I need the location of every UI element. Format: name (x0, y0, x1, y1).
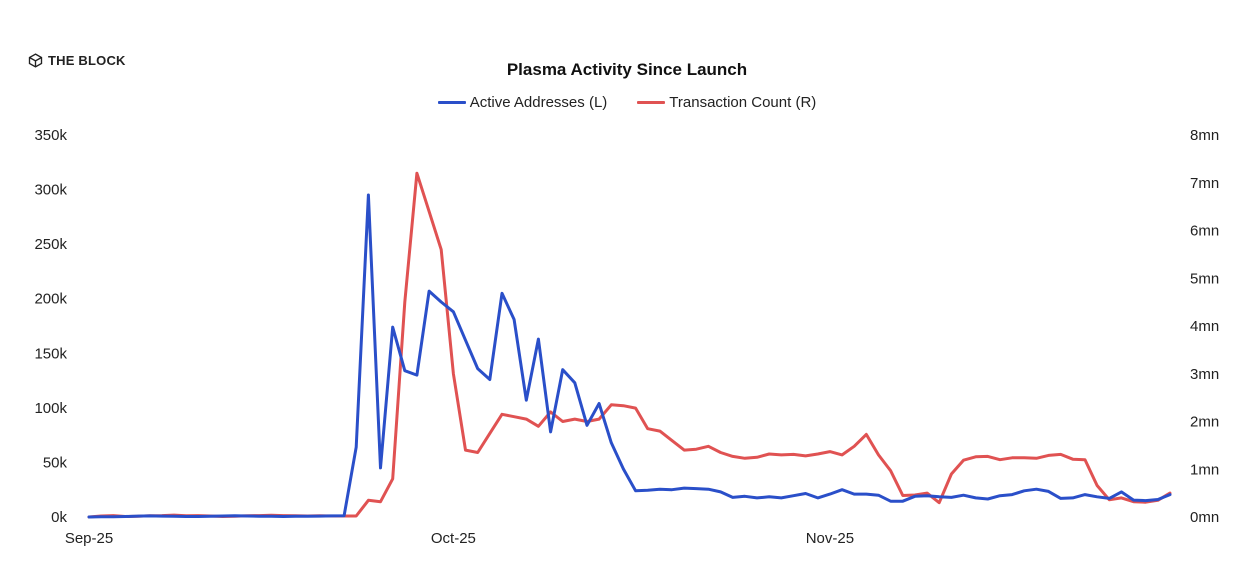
series-lines (87, 171, 1172, 519)
right-tick-label: 3mn (1190, 366, 1219, 383)
legend-swatch-active-addresses (437, 101, 466, 104)
left-tick-label: 150k (34, 345, 67, 362)
brand-name: THE BLOCK (48, 53, 126, 68)
x-tick-label: Sep-25 (65, 530, 113, 547)
legend-swatch-transaction-count (637, 101, 666, 104)
left-tick-label: 200k (34, 291, 67, 308)
x-tick-label: Oct-25 (431, 530, 476, 547)
right-tick-label: 6mn (1190, 223, 1219, 240)
left-tick-label: 100k (34, 400, 67, 417)
right-tick-label: 0mn (1190, 509, 1219, 526)
chart-legend: Active Addresses (L) Transaction Count (… (0, 94, 1254, 111)
brand-logo: THE BLOCK (28, 53, 126, 68)
cube-logo-icon (28, 53, 43, 68)
right-tick-label: 4mn (1190, 318, 1219, 335)
legend-item-active-addresses: Active Addresses (L) (437, 94, 608, 111)
x-tick-label: Nov-25 (806, 530, 854, 547)
right-tick-label: 5mn (1190, 270, 1219, 287)
right-tick-label: 8mn (1190, 127, 1219, 144)
legend-label-active-addresses: Active Addresses (L) (469, 94, 608, 111)
left-y-axis: 0k 50k 100k 150k 200k 250k 300k 350k (34, 127, 67, 526)
legend-label-transaction-count: Transaction Count (R) (669, 94, 817, 111)
right-tick-label: 7mn (1190, 175, 1219, 192)
series-line-active-addresses (87, 193, 1172, 519)
chart-title: Plasma Activity Since Launch (506, 60, 748, 79)
x-axis: Sep-25 Oct-25 Nov-25 (65, 530, 854, 547)
left-tick-label: 350k (34, 127, 67, 144)
left-tick-label: 300k (34, 182, 67, 199)
right-tick-label: 1mn (1190, 461, 1219, 478)
right-y-axis: 0mn 1mn 2mn 3mn 4mn 5mn 6mn 7mn 8mn (1190, 127, 1219, 526)
series-line-transaction-count (87, 171, 1172, 519)
left-tick-label: 50k (43, 454, 68, 471)
left-tick-label: 250k (34, 236, 67, 253)
left-tick-label: 0k (51, 509, 67, 526)
legend-item-transaction-count: Transaction Count (R) (637, 94, 816, 111)
right-tick-label: 2mn (1190, 414, 1219, 431)
